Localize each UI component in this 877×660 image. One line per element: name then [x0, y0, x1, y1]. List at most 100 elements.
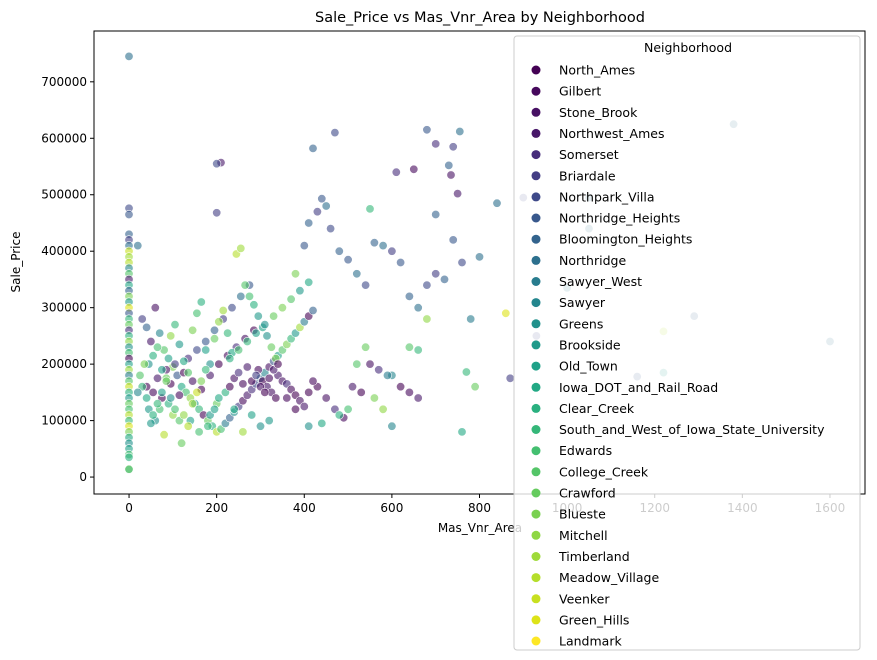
legend-label: Stone_Brook	[559, 105, 638, 120]
data-point	[142, 322, 152, 332]
data-point	[369, 393, 379, 403]
legend-marker	[531, 361, 541, 371]
data-point	[229, 404, 239, 414]
data-point	[179, 356, 189, 366]
data-point	[474, 252, 484, 262]
data-point	[404, 342, 414, 352]
data-point	[183, 421, 193, 431]
data-point	[343, 404, 353, 414]
legend-label: Sawyer	[559, 295, 606, 310]
data-point	[387, 421, 397, 431]
y-tick-label: 700000	[41, 75, 87, 89]
data-point	[461, 367, 471, 377]
data-point	[146, 336, 156, 346]
data-point	[269, 311, 279, 321]
data-point	[505, 373, 515, 383]
data-point	[431, 269, 441, 279]
data-point	[255, 421, 265, 431]
y-tick-label: 0	[79, 470, 87, 484]
legend-label: Old_Town	[559, 359, 618, 374]
legend-label: South_and_West_of_Iowa_State_University	[559, 422, 825, 437]
data-point	[174, 339, 184, 349]
legend-label: Clear_Creek	[559, 401, 635, 416]
x-tick-label: 0	[125, 501, 133, 515]
data-point	[286, 294, 296, 304]
legend-entry: Northridge_Heights	[531, 211, 680, 226]
data-point	[422, 280, 432, 290]
data-point	[361, 280, 371, 290]
legend-marker	[531, 213, 541, 223]
legend-label: North_Ames	[559, 63, 635, 78]
data-point	[218, 305, 228, 315]
legend-marker	[531, 488, 541, 498]
data-point	[470, 382, 480, 392]
legend-entry: Blueste	[531, 507, 606, 522]
data-point	[157, 365, 167, 375]
data-point	[501, 308, 511, 318]
data-point	[223, 328, 233, 338]
data-point	[242, 336, 252, 346]
legend-label: Northwest_Ames	[559, 126, 664, 141]
legend-label: Somerset	[559, 147, 619, 162]
legend-marker	[531, 403, 541, 413]
legend-label: Greens	[559, 316, 603, 331]
data-point	[299, 241, 309, 251]
y-tick-label: 400000	[41, 244, 87, 258]
data-point	[330, 128, 340, 138]
data-point	[304, 277, 314, 287]
data-point	[247, 410, 257, 420]
legend-marker	[531, 171, 541, 181]
data-point	[304, 387, 314, 397]
data-point	[264, 373, 274, 383]
y-tick-label: 300000	[41, 301, 87, 315]
data-point	[192, 308, 202, 318]
data-point	[166, 331, 176, 341]
data-point	[148, 410, 158, 420]
data-point	[299, 401, 309, 411]
x-axis-label: Mas_Vnr_Area	[438, 521, 522, 535]
data-point	[133, 387, 143, 397]
y-tick-label: 600000	[41, 131, 87, 145]
legend-label: Mitchell	[559, 528, 608, 543]
legend-entry: College_Creek	[531, 464, 649, 479]
data-point	[365, 204, 375, 214]
legend-entry: Veenker	[531, 591, 610, 606]
legend-entry: Meadow_Village	[531, 570, 659, 585]
data-point	[308, 305, 318, 315]
points-layer	[124, 51, 835, 475]
data-point	[378, 241, 388, 251]
data-point	[251, 370, 261, 380]
legend-marker	[531, 340, 541, 350]
x-tick-label: 400	[293, 501, 316, 515]
data-point	[188, 399, 198, 409]
data-point	[446, 170, 456, 180]
legend-marker	[531, 636, 541, 646]
data-point	[242, 362, 252, 372]
legend-entry: Briardale	[531, 168, 616, 183]
legend-marker	[531, 425, 541, 434]
data-point	[148, 387, 158, 397]
data-point	[201, 336, 211, 346]
data-point	[183, 368, 193, 378]
data-point	[382, 370, 392, 380]
data-point	[374, 365, 384, 375]
legend-label: Iowa_DOT_and_Rail_Road	[559, 380, 718, 395]
data-point	[238, 427, 248, 437]
data-point	[245, 291, 255, 301]
data-point	[236, 243, 246, 253]
data-point	[150, 303, 160, 313]
data-point	[321, 201, 331, 211]
legend-label: Briardale	[559, 168, 616, 183]
legend-marker	[531, 150, 541, 160]
legend-marker	[531, 509, 541, 519]
y-tick-label: 100000	[41, 414, 87, 428]
data-point	[271, 393, 281, 403]
data-point	[164, 353, 174, 363]
data-point	[290, 404, 300, 414]
x-tick-label: 800	[468, 501, 491, 515]
data-point	[282, 393, 292, 403]
data-point	[214, 317, 224, 327]
legend-entry: Gilbert	[531, 84, 601, 99]
data-point	[295, 286, 305, 296]
